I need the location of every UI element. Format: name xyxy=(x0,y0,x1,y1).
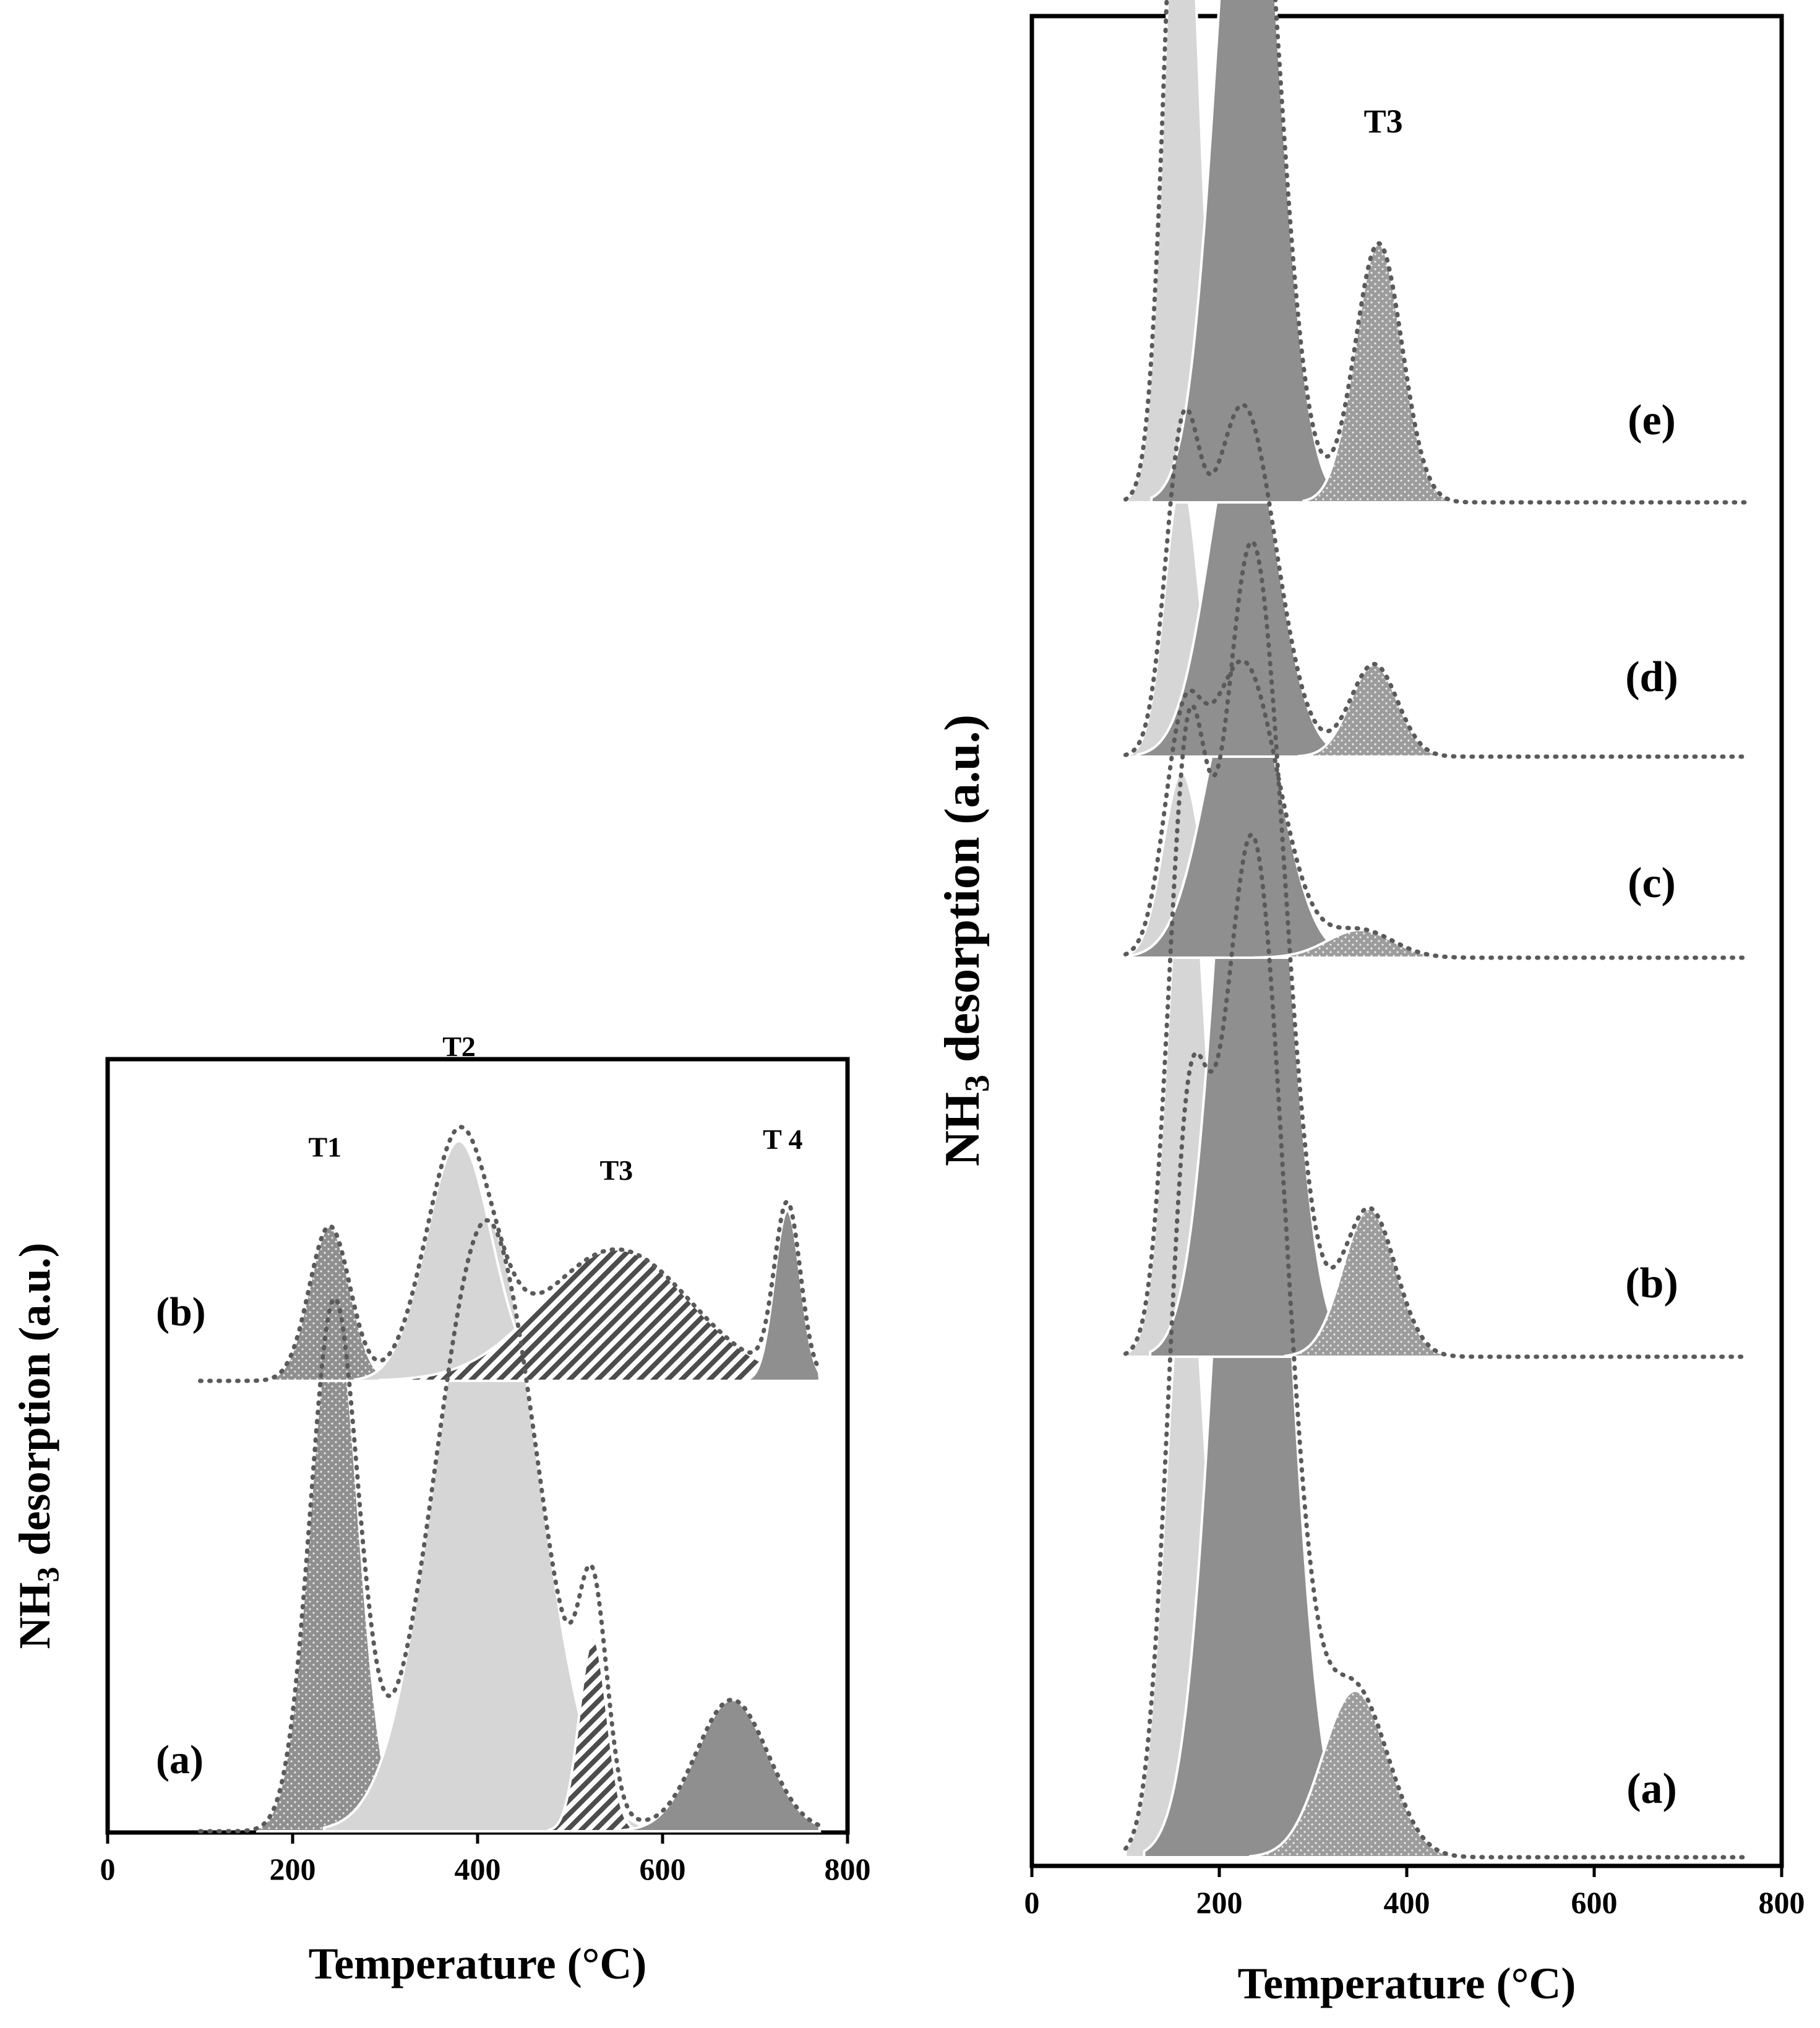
envelope-left-trace-b xyxy=(198,1125,822,1383)
peak-t3-right-trace-c xyxy=(1253,929,1466,959)
right-trace-labels: (a) (b) (c) (d) (e) xyxy=(1625,397,1678,1813)
x-tick-label-left-400: 400 xyxy=(455,1852,501,1886)
peak-label-left-t4: T 4 xyxy=(763,1124,802,1155)
trace-label-right-d: (d) xyxy=(1625,653,1678,701)
left-envelopes xyxy=(198,1125,822,1834)
right-x-ticks: 0 200 400 600 800 xyxy=(1024,1866,1805,1920)
left-y-axis-title: NH3 desorption (a.u.) xyxy=(10,1242,65,1649)
envelope-right-trace-a xyxy=(1123,832,1751,1860)
envelope-right-trace-c xyxy=(1123,658,1751,960)
left-trace-labels: (a) (b) xyxy=(156,1289,206,1782)
left-x-axis-title: Temperature (°C) xyxy=(309,1939,647,1988)
left-peak-labels: T1 T2 T3 T 4 xyxy=(308,1031,802,1186)
trace-label-right-a: (a) xyxy=(1626,1765,1677,1813)
envelope-right-trace-d xyxy=(1123,402,1751,759)
peak-t4-left-trace-b xyxy=(744,1209,822,1382)
trace-label-left-b: (b) xyxy=(156,1289,206,1334)
peak-label-left-t2: T2 xyxy=(442,1031,476,1062)
trace-label-right-e: (e) xyxy=(1628,397,1676,444)
left-panel: 0 200 400 600 800 T1 T2 T3 T 4 (a) (b) Temperatu… xyxy=(10,1031,871,1988)
peak-t3-left-trace-a xyxy=(547,1636,639,1833)
trace-label-right-c: (c) xyxy=(1628,859,1676,907)
left-x-ticks: 0 200 400 600 800 xyxy=(100,1833,871,1886)
left-peak-areas xyxy=(255,1140,822,1833)
peak-t3-right-trace-e xyxy=(1302,242,1455,504)
x-tick-label-right-400: 400 xyxy=(1384,1885,1430,1920)
envelope-right-trace-b xyxy=(1123,539,1751,1359)
right-y-axis-title: NH3 desorption (a.u.) xyxy=(935,715,997,1166)
peak-label-left-t3: T3 xyxy=(599,1154,633,1186)
x-tick-label-right-200: 200 xyxy=(1196,1885,1243,1920)
x-tick-label-right-600: 600 xyxy=(1571,1885,1618,1920)
trace-label-right-b: (b) xyxy=(1625,1260,1678,1307)
right-envelopes xyxy=(1123,0,1751,1860)
trace-label-left-a: (a) xyxy=(156,1737,204,1782)
x-tick-label-left-600: 600 xyxy=(640,1852,686,1886)
peak-label-left-t1: T1 xyxy=(308,1132,341,1163)
peak-t4-left-trace-a xyxy=(618,1698,822,1833)
right-x-axis-title: Temperature (°C) xyxy=(1238,1959,1576,2008)
x-tick-label-left-800: 800 xyxy=(825,1852,871,1886)
x-tick-label-left-0: 0 xyxy=(100,1852,116,1886)
envelope-left-trace-a xyxy=(198,1218,822,1834)
right-peak-areas xyxy=(1124,0,1466,1858)
peak-label-right-t3: T3 xyxy=(1364,103,1403,140)
x-tick-label-right-0: 0 xyxy=(1024,1885,1040,1920)
x-tick-label-left-200: 200 xyxy=(270,1852,316,1886)
x-tick-label-right-800: 800 xyxy=(1759,1885,1805,1920)
